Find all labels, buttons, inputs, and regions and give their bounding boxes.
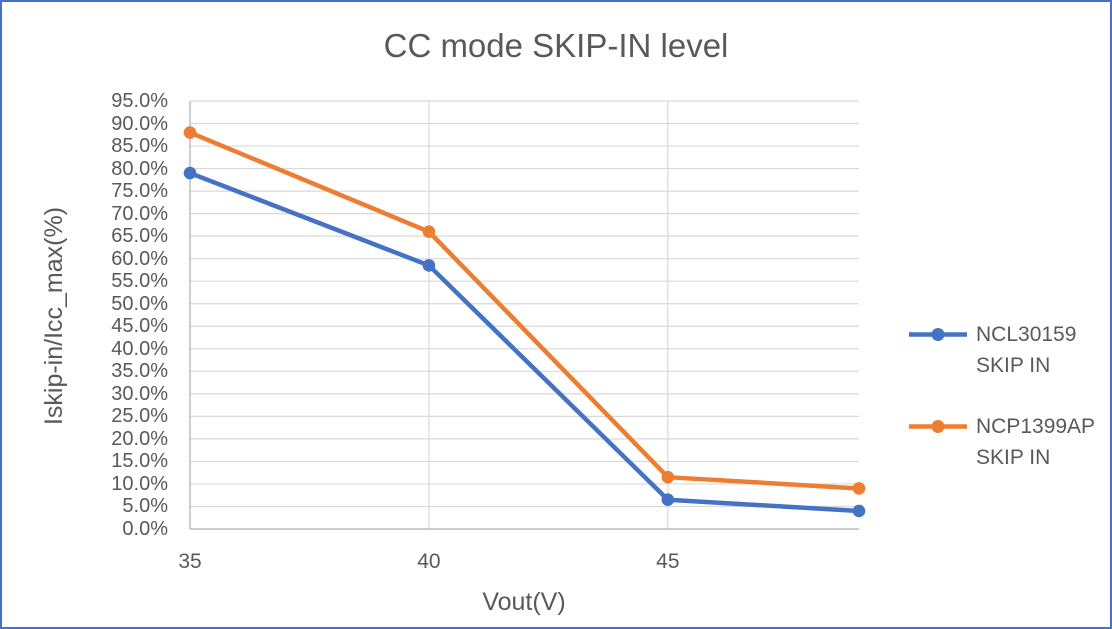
data-point-marker: [852, 482, 866, 495]
y-tick-label: 15.0%: [111, 450, 168, 473]
legend-label-line: SKIP IN: [976, 446, 1051, 469]
y-tick-label: 35.0%: [111, 360, 168, 383]
x-tick-label: 35: [178, 550, 202, 573]
y-tick-label: 95.0%: [111, 90, 168, 112]
y-tick-label: 20.0%: [111, 427, 168, 450]
legend-label: NCL30159 SKIP IN: [976, 319, 1076, 381]
legend-marker-icon: [909, 328, 967, 341]
data-point-marker: [422, 259, 436, 272]
legend-label: NCP1399AP SKIP IN: [976, 411, 1095, 473]
legend-marker-icon: [909, 420, 967, 433]
data-point-marker: [183, 166, 197, 180]
y-tick-label: 40.0%: [111, 337, 168, 360]
x-tick-label: 45: [656, 550, 680, 573]
legend-label-line: SKIP IN: [976, 354, 1051, 377]
y-tick-label: 75.0%: [111, 180, 168, 203]
y-tick-label: 70.0%: [111, 202, 168, 225]
x-axis-title: Vout(V): [482, 588, 566, 616]
y-tick-label: 30.0%: [111, 382, 168, 405]
data-point-marker: [661, 470, 675, 484]
series-line-NCL30159: [187, 170, 862, 514]
data-point-marker: [661, 493, 675, 507]
y-tick-label: 85.0%: [111, 135, 168, 158]
data-point-marker: [422, 225, 436, 238]
y-tick-label: 10.0%: [111, 472, 168, 495]
data-point-marker: [183, 126, 197, 139]
y-tick-label: 80.0%: [111, 157, 168, 180]
y-tick-label: 50.0%: [111, 292, 168, 315]
legend-entry: NCL30159 SKIP IN: [908, 319, 1076, 381]
y-tick-label: 60.0%: [111, 247, 168, 270]
y-tick-label: 45.0%: [111, 315, 168, 338]
y-tick-label: 55.0%: [111, 270, 168, 293]
y-tick-label: 0.0%: [122, 518, 168, 540]
y-tick-label: 90.0%: [111, 112, 168, 135]
legend-entry: NCP1399AP SKIP IN: [908, 411, 1095, 473]
y-axis-tick-labels: 0.0% 5.0% 10.0% 15.0% 20.0% 25.0% 30.0% 35.0% 40…: [2, 2, 168, 627]
series-line-NCP1399AP: [187, 130, 862, 491]
chart-title: CC mode SKIP-IN level: [383, 27, 729, 64]
legend-label-line: NCP1399AP: [976, 415, 1096, 438]
x-tick-label: 40: [417, 550, 441, 573]
data-point-marker: [852, 504, 866, 518]
y-tick-label: 65.0%: [111, 225, 168, 248]
y-tick-label: 5.0%: [122, 495, 168, 518]
legend-label-line: NCL30159: [976, 323, 1077, 346]
y-tick-label: 25.0%: [111, 405, 168, 428]
